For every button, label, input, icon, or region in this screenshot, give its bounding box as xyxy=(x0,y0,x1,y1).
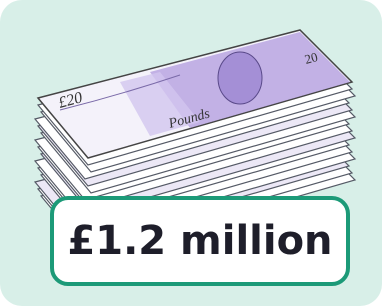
card: £20 Pounds 20 £1.2 million xyxy=(0,0,382,306)
amount-label: £1.2 million xyxy=(50,196,350,286)
